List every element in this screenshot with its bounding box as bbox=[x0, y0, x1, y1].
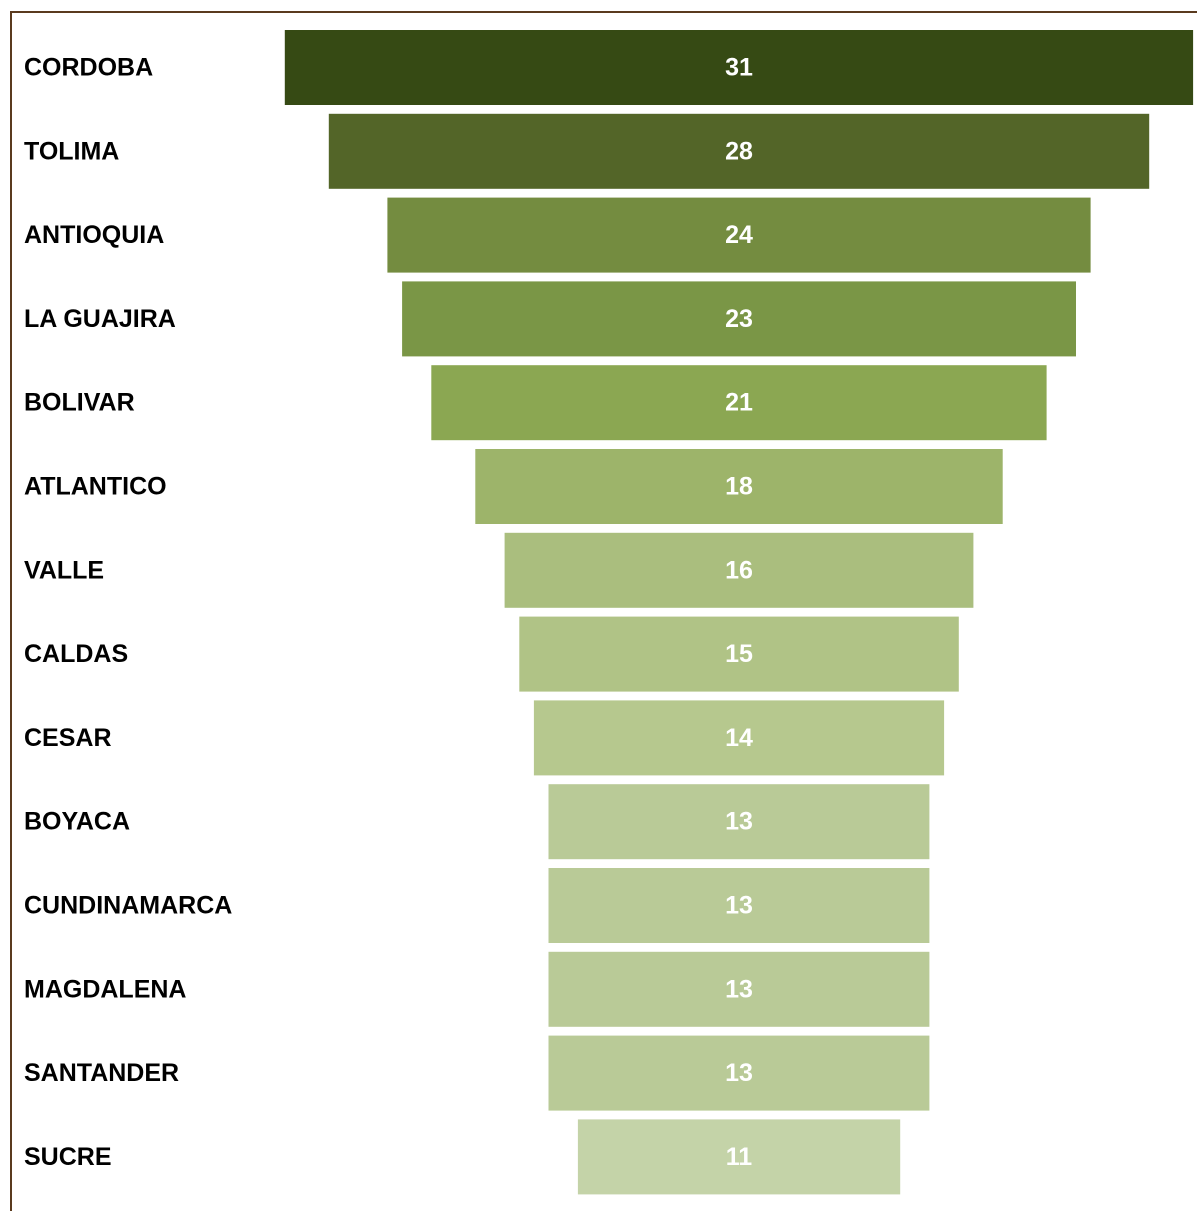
value-label: 31 bbox=[725, 54, 753, 82]
category-label: ANTIOQUIA bbox=[24, 221, 164, 249]
value-label: 23 bbox=[725, 305, 753, 333]
category-label: CESAR bbox=[24, 724, 112, 752]
bar-bolivar bbox=[431, 365, 1047, 441]
value-label: 13 bbox=[725, 892, 753, 920]
bar-atlantico bbox=[475, 449, 1003, 524]
category-label: ATLANTICO bbox=[24, 473, 167, 501]
bar-la-guajira bbox=[402, 281, 1077, 357]
bar-tolima bbox=[328, 113, 1150, 189]
value-label: 13 bbox=[725, 975, 753, 1003]
category-label: TOLIMA bbox=[24, 137, 119, 165]
value-label: 13 bbox=[725, 808, 753, 836]
bar-cundinamarca bbox=[548, 868, 930, 943]
value-label: 16 bbox=[725, 556, 753, 584]
bar-caldas bbox=[519, 616, 959, 692]
category-label: BOYACA bbox=[24, 808, 130, 836]
bar-cordoba bbox=[284, 30, 1194, 105]
value-label: 15 bbox=[725, 640, 753, 668]
category-label: BOLIVAR bbox=[24, 389, 135, 417]
bar-boyaca bbox=[548, 784, 930, 860]
category-label: SUCRE bbox=[24, 1143, 112, 1171]
value-label: 14 bbox=[725, 724, 753, 752]
value-label: 24 bbox=[725, 221, 753, 249]
category-label: SANTANDER bbox=[24, 1059, 179, 1087]
category-label: CUNDINAMARCA bbox=[24, 892, 232, 920]
value-label: 18 bbox=[725, 473, 753, 501]
bar-valle bbox=[504, 532, 974, 608]
category-label: CORDOBA bbox=[24, 54, 153, 82]
bar-santander bbox=[548, 1035, 930, 1111]
value-label: 11 bbox=[726, 1143, 753, 1171]
bar-magdalena bbox=[548, 951, 930, 1027]
value-label: 21 bbox=[725, 389, 753, 417]
value-label: 28 bbox=[725, 137, 753, 165]
category-label: CALDAS bbox=[24, 640, 128, 668]
category-label: LA GUAJIRA bbox=[24, 305, 176, 333]
bar-cesar bbox=[533, 700, 945, 776]
category-label: MAGDALENA bbox=[24, 975, 187, 1003]
bar-antioquia bbox=[387, 197, 1091, 273]
value-label: 13 bbox=[725, 1059, 753, 1087]
bar-sucre bbox=[577, 1119, 901, 1195]
category-label: VALLE bbox=[24, 556, 104, 584]
chart-frame bbox=[10, 11, 1197, 1211]
